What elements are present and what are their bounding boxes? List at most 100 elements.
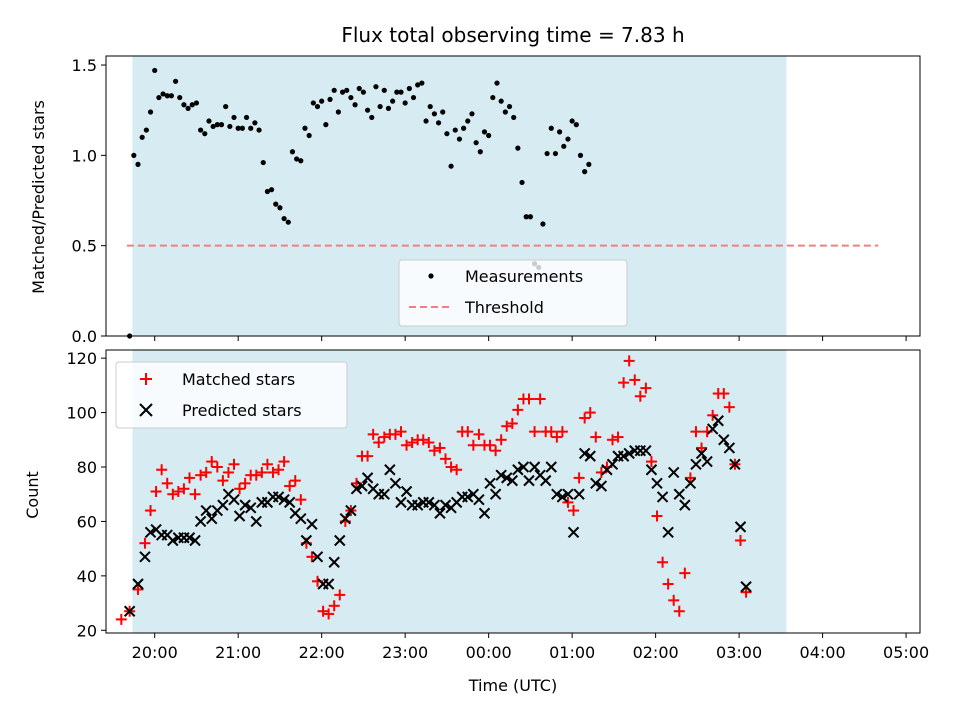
matched-stars-point: [696, 442, 708, 454]
measurement-point: [561, 143, 567, 149]
x-tick-label: 20:00: [132, 643, 178, 662]
predicted-stars-point: [144, 526, 157, 539]
predicted-stars-point: [562, 488, 574, 500]
measurement-point: [277, 205, 283, 211]
measurement-point: [127, 333, 133, 339]
measurement-point: [515, 145, 521, 151]
measurement-point: [252, 120, 258, 126]
measurement-point: [152, 67, 158, 74]
top-y-tick-label: 0.5: [72, 237, 97, 256]
matched-stars-point: [289, 475, 301, 487]
measurement-point: [218, 122, 225, 128]
measurement-point: [586, 161, 592, 167]
matched-stars-point: [417, 434, 429, 446]
x-tick-label: 02:00: [633, 643, 679, 662]
predicted-stars-point: [556, 491, 569, 503]
measurement-point: [214, 122, 220, 128]
predicted-stars-point: [645, 464, 658, 476]
predicted-stars-point: [640, 444, 652, 457]
matched-stars-point: [440, 453, 452, 465]
predicted-stars-point: [684, 477, 697, 490]
predicted-stars-point: [350, 483, 363, 495]
predicted-stars-point: [395, 496, 407, 509]
data-marks: [115, 67, 879, 625]
predicted-stars-point: [200, 504, 212, 517]
shaded-intervals: [132, 56, 787, 633]
legend-predicted-marker: [139, 403, 153, 417]
predicted-stars-point: [233, 510, 246, 522]
measurement-point: [243, 114, 250, 121]
matched-stars-point: [473, 428, 485, 440]
matched-stars-point: [306, 551, 318, 563]
matched-stars-point: [506, 417, 518, 429]
measurement-point: [177, 94, 183, 101]
matched-stars-point: [172, 486, 184, 497]
predicted-stars-point: [167, 534, 179, 547]
predicted-stars-point: [245, 502, 257, 514]
measurement-point: [573, 122, 579, 128]
measurement-point: [281, 215, 287, 222]
predicted-stars-point: [673, 488, 685, 500]
predicted-stars-point: [551, 488, 563, 500]
measurement-point: [419, 80, 425, 86]
predicted-stars-point: [132, 578, 144, 590]
predicted-stars-point: [590, 477, 602, 490]
predicted-stars-point: [306, 518, 318, 530]
matched-stars-point: [334, 589, 346, 601]
measurement-point: [477, 149, 483, 155]
matched-stars-point: [445, 461, 457, 473]
predicted-stars-point: [322, 578, 335, 590]
measurement-point: [193, 100, 200, 106]
measurement-point: [398, 89, 404, 95]
matched-stars-point: [161, 477, 173, 489]
predicted-stars-point: [194, 515, 207, 528]
measurement-point: [135, 161, 141, 167]
measurement-point: [410, 94, 417, 101]
matched-stars-point: [273, 464, 285, 476]
predicted-stars-point: [423, 496, 435, 509]
predicted-stars-point: [484, 477, 496, 490]
legend-measurements-label: Measurements: [465, 267, 583, 286]
measurement-point: [164, 93, 170, 99]
measurement-point: [139, 134, 145, 140]
measurement-point: [256, 127, 262, 133]
predicted-stars-point: [718, 434, 730, 446]
matched-stars-point: [679, 567, 691, 579]
measurement-point: [527, 214, 533, 220]
measurement-point: [202, 131, 208, 137]
measurement-point: [415, 82, 421, 88]
matched-stars-point: [323, 608, 335, 620]
matched-stars-point: [222, 466, 234, 478]
bottom-axes-frame: [105, 349, 921, 634]
measurement-point: [310, 100, 316, 106]
measurement-point: [147, 109, 154, 115]
bottom-legend-box: [115, 361, 348, 429]
measurement-point: [231, 114, 237, 121]
predicted-stars-point: [528, 461, 541, 473]
matched-stars-point: [495, 434, 507, 446]
predicted-stars-point: [361, 472, 374, 484]
matched-stars-point: [523, 393, 535, 405]
bottom-y-axis-label: Count: [23, 471, 42, 519]
matched-stars-point: [662, 578, 674, 590]
predicted-stars-point: [706, 423, 719, 435]
measurement-point: [260, 159, 266, 166]
matched-stars-point: [183, 472, 195, 484]
measurement-point: [486, 132, 492, 139]
predicted-stars-point: [584, 450, 596, 462]
matched-stars-point: [534, 393, 546, 405]
measurement-point: [577, 152, 584, 158]
predicted-stars-point: [506, 474, 519, 487]
bottom-y-tick-label: 100: [66, 404, 97, 423]
matched-stars-point: [239, 477, 251, 489]
predicted-stars-point: [139, 551, 151, 563]
measurement-point: [248, 125, 254, 131]
predicted-stars-point: [334, 534, 346, 547]
predicted-stars-point: [278, 493, 290, 506]
matched-stars-point: [467, 439, 479, 451]
matched-stars-point: [684, 472, 696, 484]
matched-stars-point: [389, 428, 401, 440]
measurement-point: [294, 156, 300, 162]
predicted-stars-point: [206, 513, 218, 525]
measurement-point: [452, 127, 458, 133]
